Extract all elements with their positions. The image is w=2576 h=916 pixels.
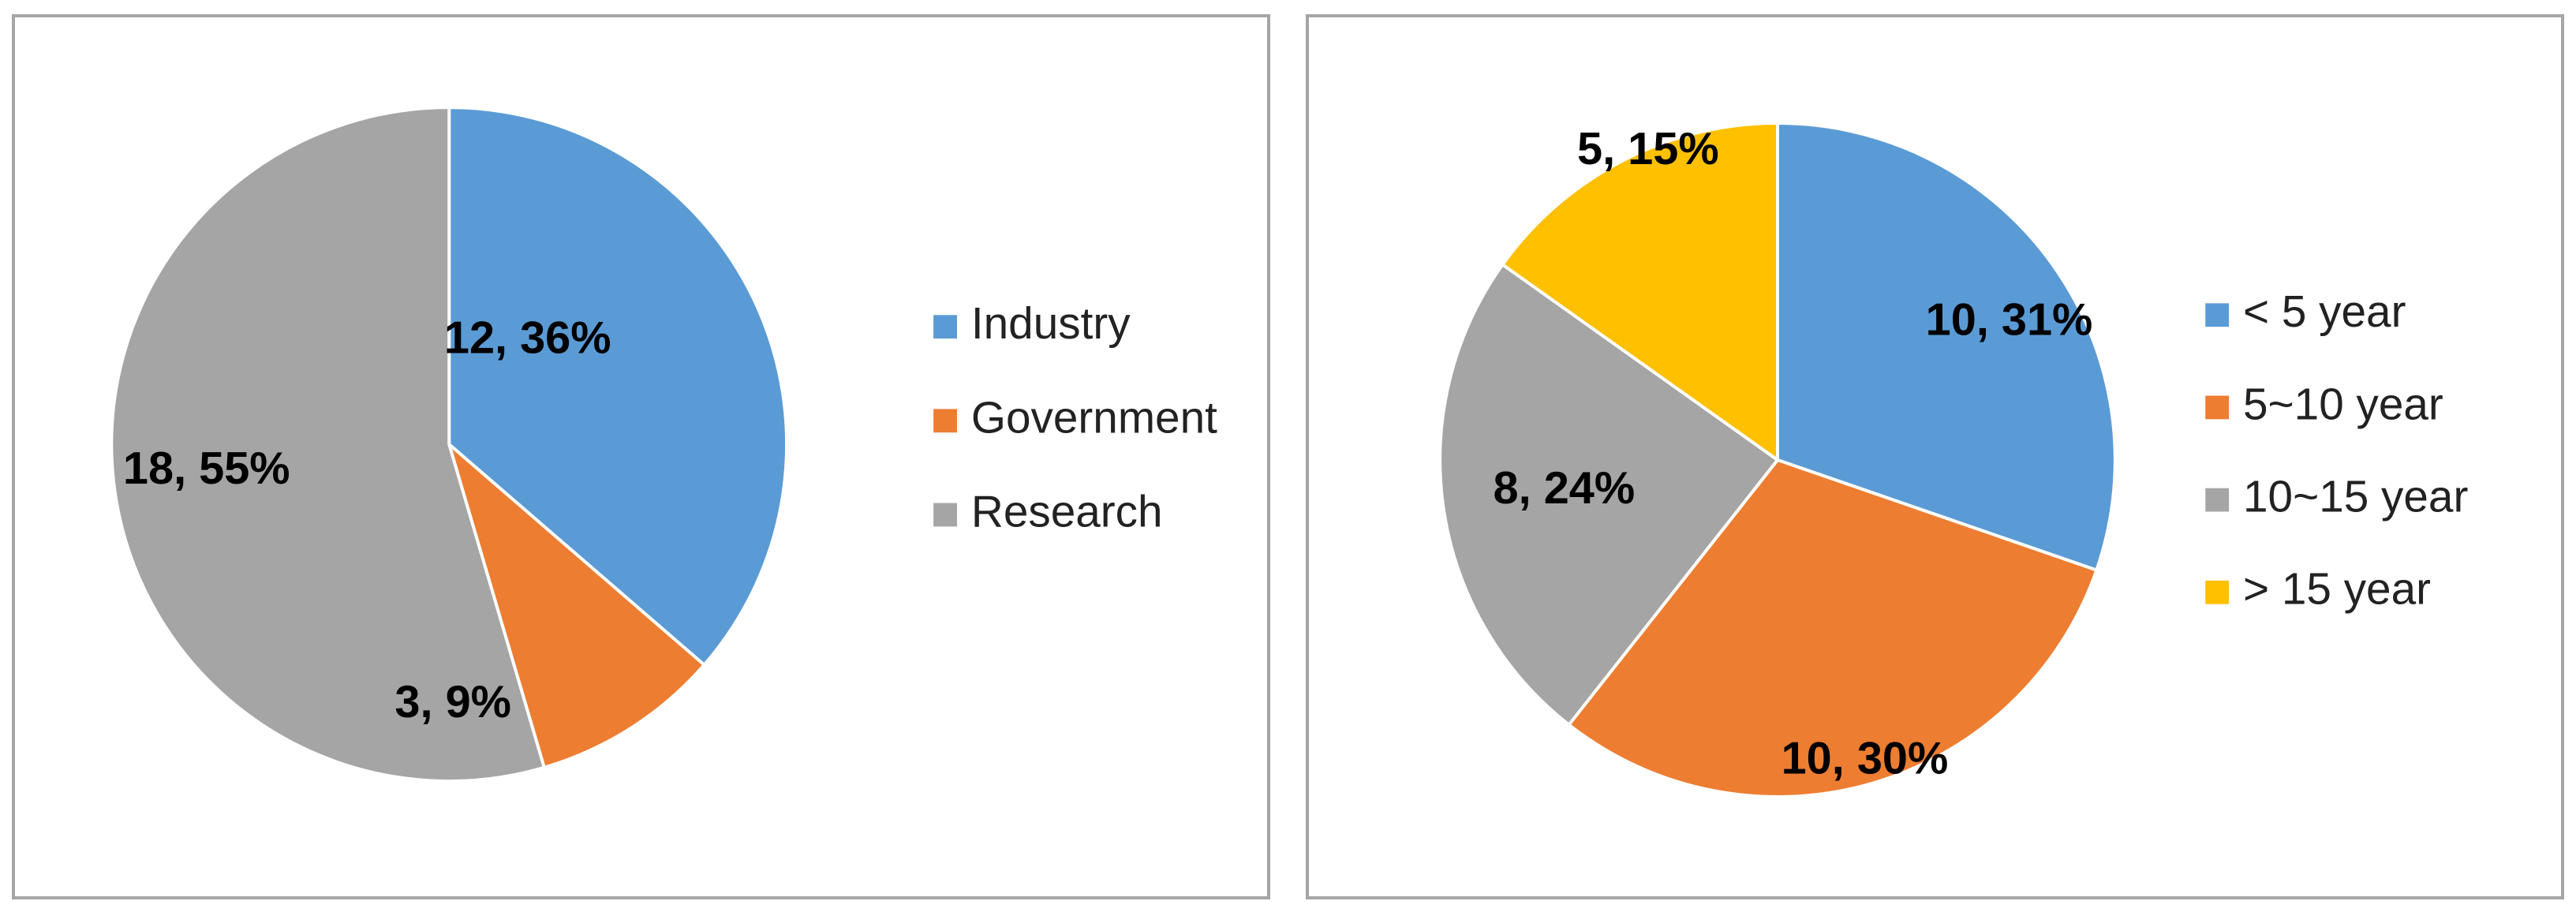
legend-label-15-year: > 15 year	[2243, 565, 2431, 615]
pie-chart-experience: 10, 31% 10, 30% 8, 24% 5, 15% < 5 year 5~10 y…	[1438, 122, 2468, 798]
data-label-research: 18, 55%	[123, 443, 290, 494]
legend-label-government: Government	[971, 393, 1217, 443]
data-label-industry: 12, 36%	[444, 312, 611, 363]
chart-panel-experience: 10, 31% 10, 30% 8, 24% 5, 15% < 5 year 5~10 y…	[1306, 14, 2564, 899]
data-label-5-year: 10, 31%	[1926, 294, 2093, 345]
data-label-5-10-year: 10, 30%	[1782, 733, 1949, 783]
legend-swatch-5-year	[2205, 303, 2230, 327]
data-label-15-year: 5, 15%	[1577, 124, 1719, 174]
data-label-10-15-year: 8, 24%	[1494, 463, 1636, 514]
legend-swatch-government	[933, 409, 957, 433]
legend-label-industry: Industry	[971, 299, 1131, 349]
legend-label-10-15-year: 10~15 year	[2243, 473, 2468, 522]
legend-swatch-5-10-year	[2205, 395, 2230, 420]
pie-slice-research	[110, 106, 546, 783]
data-label-government: 3, 9%	[394, 677, 511, 727]
legend-swatch-industry	[933, 315, 957, 339]
legend-swatch-15-year	[2205, 580, 2230, 604]
legend-label-5-10-year: 5~10 year	[2243, 379, 2443, 429]
pie-chart-sectors: 12, 36% 3, 9% 18, 55% Industry Government Res…	[110, 106, 1217, 783]
legend-swatch-research	[933, 503, 957, 527]
pie-slice-5-10-year	[1567, 458, 2099, 798]
pie-slice-industry	[447, 106, 789, 667]
pie-slice-5-year	[1776, 122, 2117, 572]
pie-slice-government	[447, 443, 706, 769]
legend-swatch-10-15-year	[2205, 488, 2230, 512]
pie-slice-10-15-year	[1438, 263, 1779, 727]
legend-label-5-year: < 5 year	[2243, 287, 2406, 337]
pie-slice-15-year	[1501, 122, 1779, 462]
chart-panel-sectors: 12, 36% 3, 9% 18, 55% Industry Government Res…	[12, 14, 1270, 899]
legend-label-research: Research	[971, 487, 1163, 537]
